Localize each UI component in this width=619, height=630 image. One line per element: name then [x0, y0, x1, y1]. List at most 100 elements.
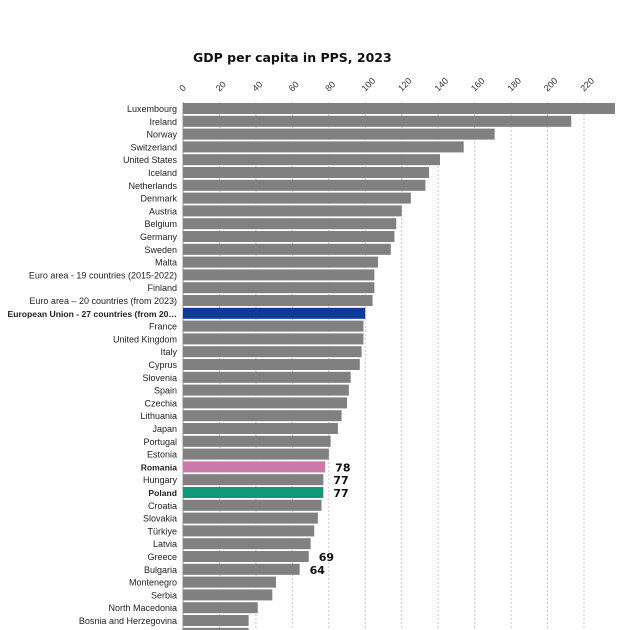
x-tick-label: 200	[542, 76, 560, 94]
category-label: Iceland	[148, 168, 177, 178]
x-tick-label: 160	[469, 76, 487, 94]
category-label: Poland	[148, 488, 177, 498]
bar	[183, 218, 397, 230]
chart-title: GDP per capita in PPS, 2023	[193, 50, 392, 65]
bar	[183, 128, 495, 140]
category-label: Switzerland	[130, 142, 177, 152]
bar	[183, 359, 360, 370]
bar	[183, 282, 375, 294]
category-label: Austria	[149, 206, 177, 216]
category-label: Cyprus	[148, 360, 177, 370]
bar	[183, 397, 348, 409]
bar	[183, 154, 441, 166]
category-label: Belgium	[144, 219, 177, 229]
data-label: 69	[319, 551, 334, 564]
category-label: Ireland	[149, 117, 177, 127]
category-label: Albania	[147, 629, 177, 630]
bar	[183, 256, 379, 268]
category-label: United States	[123, 155, 178, 165]
bar	[183, 474, 324, 486]
data-label: 77	[333, 487, 348, 500]
category-label: Slovenia	[142, 373, 177, 383]
category-label: Euro area – 20 countries (from 2023)	[29, 296, 177, 306]
category-label: Denmark	[140, 194, 177, 204]
category-label: North Macedonia	[108, 603, 177, 613]
category-label: Slovakia	[143, 514, 177, 524]
x-tick-label: 220	[578, 76, 596, 94]
bar	[183, 320, 364, 332]
category-label: Montenegro	[129, 578, 177, 588]
bar	[183, 487, 324, 498]
category-label: Sweden	[144, 245, 177, 255]
category-label: Germany	[140, 232, 178, 242]
category-label: Estonia	[147, 450, 177, 460]
category-label: United Kingdom	[113, 334, 177, 344]
x-tick-label: 0	[177, 83, 188, 94]
category-label: Euro area - 19 countries (2015-2022)	[29, 270, 177, 280]
category-label: Croatia	[148, 501, 177, 511]
data-label: 64	[310, 564, 326, 577]
category-label: Luxembourg	[127, 104, 177, 114]
bar	[183, 602, 258, 614]
category-label: Norway	[146, 130, 177, 140]
bar	[183, 525, 315, 537]
category-label: Serbia	[151, 590, 177, 600]
category-label: Spain	[154, 386, 177, 396]
bar	[183, 307, 366, 319]
category-label: Romania	[141, 462, 178, 472]
category-label: Türkiye	[147, 526, 177, 536]
category-label: Lithuania	[140, 411, 177, 421]
category-label: Portugal	[143, 437, 177, 447]
x-tick-label: 40	[250, 79, 264, 93]
data-label: 77	[333, 474, 348, 487]
bar	[183, 295, 373, 306]
bar	[183, 499, 322, 511]
category-label: France	[149, 322, 177, 332]
bar	[183, 346, 362, 358]
category-label: European Union - 27 countries (from 20…	[7, 309, 177, 319]
bar	[183, 371, 351, 383]
category-label: Latvia	[153, 539, 177, 549]
bar	[183, 435, 331, 447]
x-tick-label: 20	[214, 79, 228, 93]
bar	[183, 563, 300, 575]
bar	[183, 141, 464, 153]
bar	[183, 333, 364, 345]
x-tick-label: 60	[287, 79, 301, 93]
bar	[183, 115, 572, 127]
bar	[183, 448, 329, 460]
bar	[183, 179, 426, 191]
category-label: Greece	[147, 552, 177, 562]
bar	[183, 103, 615, 114]
x-tick-label: 140	[433, 76, 451, 94]
x-tick-label: 120	[396, 76, 414, 94]
bar	[183, 384, 349, 396]
category-label: Italy	[160, 347, 177, 357]
bar	[183, 551, 309, 562]
x-tick-label: 100	[360, 76, 378, 94]
bar	[183, 423, 338, 434]
category-label: Japan	[152, 424, 177, 434]
bar	[183, 461, 326, 473]
bar	[183, 627, 249, 630]
bar	[183, 615, 249, 626]
bar	[183, 167, 430, 178]
category-label: Hungary	[143, 475, 178, 485]
category-label: Finland	[147, 283, 177, 293]
category-label: Malta	[155, 258, 177, 268]
bar	[183, 205, 402, 217]
bar	[183, 538, 311, 550]
data-label: 78	[335, 461, 350, 474]
bar	[183, 243, 391, 255]
bar	[183, 589, 273, 601]
bar	[183, 576, 276, 588]
bar	[183, 231, 395, 242]
category-label: Bulgaria	[144, 565, 177, 575]
bar	[183, 269, 375, 281]
category-label: Netherlands	[128, 181, 177, 191]
bar	[183, 192, 411, 204]
x-tick-label: 180	[505, 76, 523, 94]
category-label: Bosnia and Herzegovina	[79, 616, 177, 626]
x-tick-label: 80	[323, 79, 337, 93]
category-label: Czechia	[144, 398, 177, 408]
